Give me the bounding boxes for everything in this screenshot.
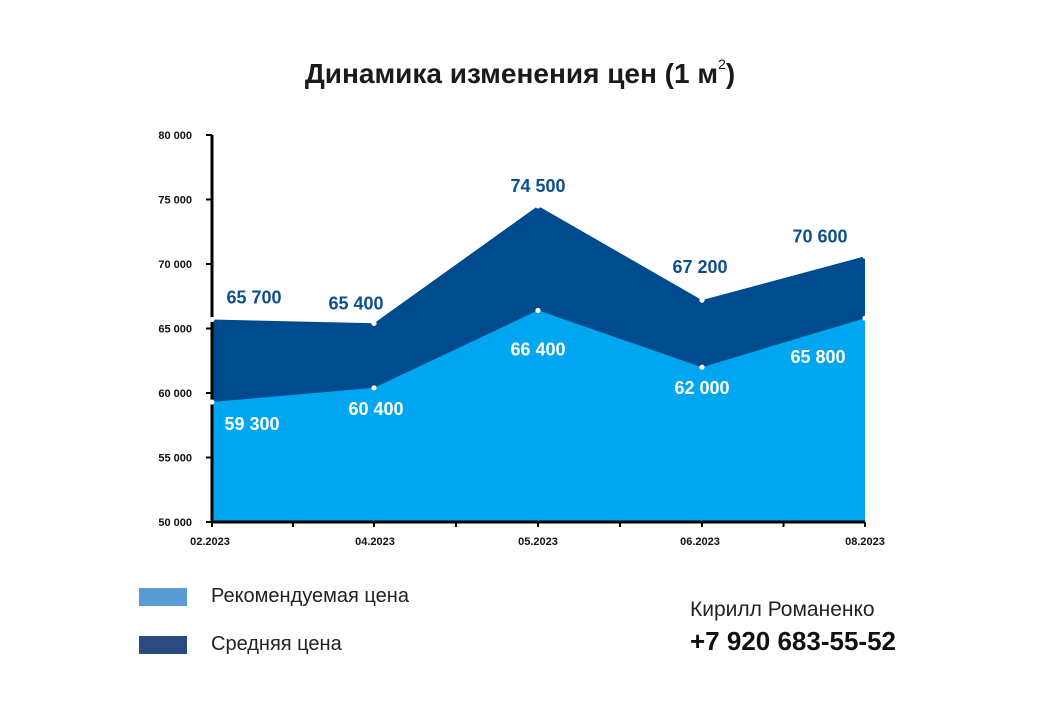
chart-title: Динамика изменения цен (1 м2) xyxy=(0,55,1040,90)
data-label-series-1: 65 800 xyxy=(790,347,845,367)
chart-axes xyxy=(206,134,866,527)
chart-points xyxy=(209,203,868,405)
data-label-series-0: 70 600 xyxy=(792,226,847,246)
data-point-series-0 xyxy=(371,320,377,326)
data-point-series-1 xyxy=(862,315,868,321)
y-tick-label: 50 000 xyxy=(158,517,192,529)
data-label-series-1: 59 300 xyxy=(224,414,279,434)
legend-label-average-price: Средняя цена xyxy=(211,633,342,655)
data-label-series-1: 60 400 xyxy=(348,399,403,419)
data-label-series-0: 65 400 xyxy=(328,293,383,313)
y-tick-label: 60 000 xyxy=(158,388,192,400)
data-label-series-0: 67 200 xyxy=(672,257,727,277)
contact-name: Кирилл Романенко xyxy=(690,598,875,621)
chart-tick-labels: 50 000 55 000 60 000 65 000 70 000 75 000 80 0… xyxy=(158,130,885,548)
y-tick-label: 80 000 xyxy=(158,130,192,142)
x-tick-label: 05.2023 xyxy=(518,536,558,548)
legend-label-recommended-price: Рекомендуемая цена xyxy=(211,585,409,607)
data-label-series-0: 74 500 xyxy=(510,176,565,196)
y-tick-label: 70 000 xyxy=(158,259,192,271)
data-point-series-1 xyxy=(371,385,377,391)
data-point-series-0 xyxy=(209,316,215,323)
legend-swatch-average-price xyxy=(139,635,187,654)
data-point-series-1 xyxy=(535,307,541,314)
chart-areas xyxy=(212,205,865,522)
data-label-series-0: 65 700 xyxy=(226,287,281,307)
x-tick-label: 06.2023 xyxy=(680,536,720,548)
chart-title-superscript: 2 xyxy=(718,55,726,72)
y-tick-label: 65 000 xyxy=(158,324,192,336)
contact-block: Кирилл Романенко +7 920 683-55-52 xyxy=(690,598,896,657)
data-point-series-0 xyxy=(699,297,705,303)
data-point-series-1 xyxy=(699,364,705,370)
area-series-1 xyxy=(212,310,865,522)
data-point-series-0 xyxy=(535,203,541,209)
chart-title-text: Динамика изменения цен (1 м xyxy=(304,58,719,89)
data-point-series-0 xyxy=(862,253,868,259)
data-point-series-1 xyxy=(209,399,215,405)
legend-item-recommended-price: Рекомендуемая цена xyxy=(139,585,409,608)
legend-item-average-price: Средняя цена xyxy=(139,633,342,656)
data-label-series-1: 62 000 xyxy=(674,378,729,398)
data-label-series-1: 66 400 xyxy=(510,339,565,359)
chart-title-suffix: ) xyxy=(725,58,736,89)
y-tick-label: 75 000 xyxy=(158,195,192,207)
x-tick-label: 02.2023 xyxy=(190,536,230,548)
legend-swatch-recommended-price xyxy=(139,587,187,606)
x-tick-label: 08.2023 xyxy=(845,536,885,548)
chart-data-labels: 65 700 65 400 74 500 67 200 70 600 59 300 60 4… xyxy=(224,176,847,434)
contact-phone: +7 920 683-55-52 xyxy=(690,626,897,656)
x-tick-label: 04.2023 xyxy=(355,536,395,548)
y-tick-label: 55 000 xyxy=(158,453,192,465)
